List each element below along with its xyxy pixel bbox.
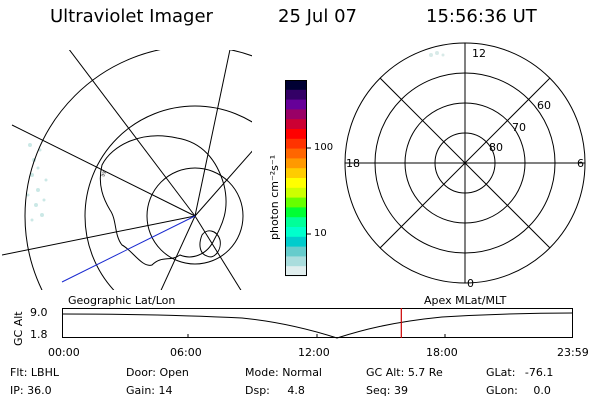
mlt-label-12: 12	[472, 47, 486, 60]
gcalt-value: 5.7 Re	[407, 366, 443, 379]
geo-map-label: Geographic Lat/Lon	[68, 294, 176, 307]
glat-field: GLat: -76.1	[486, 366, 554, 379]
colorbar-band	[285, 138, 307, 150]
flt-value: LBHL	[30, 366, 59, 379]
seq-field: Seq: 39	[366, 384, 408, 397]
glon-value: 0.0	[533, 384, 551, 397]
gain-value: 14	[158, 384, 173, 397]
mlt-label-0: 0	[467, 277, 474, 290]
seq-value: 39	[393, 384, 408, 397]
colorbar-band	[285, 148, 307, 159]
polar-plot	[344, 42, 586, 284]
svg-text:ᴲᴲ: ᴲᴲ	[100, 171, 109, 179]
time-label: 15:56:36 UT	[426, 6, 537, 27]
door-field: Door: Open	[126, 366, 189, 379]
mode-value: Normal	[282, 366, 322, 379]
flt-field: Flt: LBHL	[10, 366, 59, 379]
colorbar-tick-10: 10	[314, 228, 327, 239]
lat-label-60: 60	[537, 99, 551, 112]
gain-field: Gain: 14	[126, 384, 173, 397]
colorbar-band	[285, 197, 307, 208]
colorbar-band	[285, 246, 307, 257]
x-tick-2: 12:00	[298, 346, 330, 359]
dsp-value: 4.8	[287, 384, 305, 397]
app-title: Ultraviolet Imager	[50, 6, 213, 27]
colorbar-band	[285, 99, 307, 110]
x-tick-0: 00:00	[48, 346, 80, 359]
colorbar-tick-100: 100	[314, 142, 334, 153]
ip-field: IP: 36.0	[10, 384, 52, 397]
dsp-field: Dsp: 4.8	[245, 384, 305, 397]
door-value: Open	[159, 366, 189, 379]
colorbar-band	[285, 158, 307, 169]
timeline-ytick-top: 9.0	[30, 306, 48, 319]
x-tick-4: 23:59	[557, 346, 589, 359]
colorbar-band	[285, 187, 307, 199]
lat-circle-inner	[146, 167, 244, 265]
colorbar-band	[285, 178, 307, 189]
x-tick-3: 18:00	[426, 346, 458, 359]
colorbar-band	[285, 256, 307, 267]
x-tick-1: 06:00	[170, 346, 202, 359]
colorbar-band	[285, 217, 307, 228]
colorbar-band	[285, 119, 307, 130]
date-label: 25 Jul 07	[278, 6, 357, 27]
colorbar-band	[285, 236, 307, 248]
mlt-label-6: 6	[577, 157, 584, 170]
colorbar-band	[285, 80, 307, 91]
glon-field: GLon: 0.0	[486, 384, 551, 397]
gcalt-field: GC Alt: 5.7 Re	[366, 366, 443, 379]
colorbar-band	[285, 207, 307, 218]
apex-label: Apex MLat/MLT	[424, 294, 507, 307]
timeline-ytick-bottom: 1.8	[30, 328, 48, 341]
colorbar-unit-label: photon cm⁻²s⁻¹	[268, 154, 281, 240]
mlt-label-18: 18	[346, 157, 360, 170]
colorbar-band	[285, 266, 307, 277]
ip-value: 36.0	[27, 384, 52, 397]
colorbar-band	[285, 227, 307, 238]
glat-value: -76.1	[524, 366, 554, 379]
colorbar	[285, 80, 307, 277]
colorbar-band	[285, 129, 307, 140]
colorbar-tick-marks	[306, 147, 311, 235]
lat-label-80: 80	[489, 141, 503, 154]
colorbar-band	[285, 109, 307, 120]
mode-field: Mode: Normal	[245, 366, 322, 379]
colorbar-band	[285, 89, 307, 101]
lat-circle-outer	[24, 50, 252, 290]
lat-label-70: 70	[512, 121, 526, 134]
timeline-ylabel: GC Alt	[12, 311, 25, 346]
colorbar-band	[285, 168, 307, 179]
timeline-plot	[61, 308, 574, 339]
geographic-map: ᴲᴲ	[2, 50, 252, 290]
lat-circle-mid	[84, 105, 252, 290]
